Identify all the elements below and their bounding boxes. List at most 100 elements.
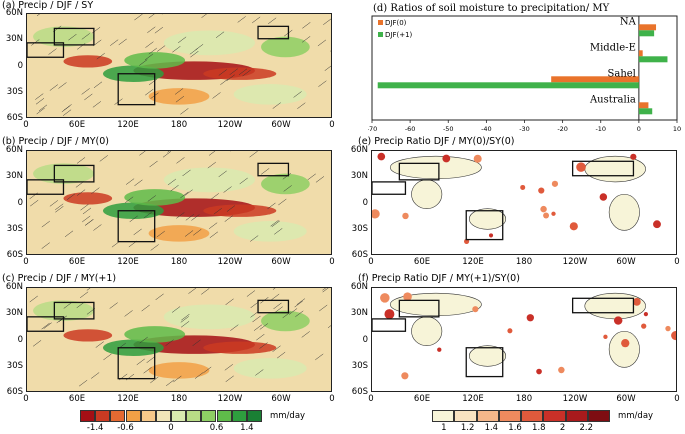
colorbar-swatch [587,410,610,422]
colorbar-tick: 1 [441,423,447,433]
map-x-tick: 0 [23,120,29,130]
map-y-tick: 30N [5,34,23,45]
map-field [27,288,331,391]
colorbar-tick: 2 [559,423,566,433]
x-tick-label: -50 [443,125,454,133]
colorbar-tick: 1.6 [508,423,522,433]
chart-plot-area [371,15,678,121]
map-y-tick: 60N [350,282,368,292]
map-y-tick: 30N [350,171,368,182]
panel-c-title: (c) Precip / DJF / MY(+1) [2,273,117,284]
colorbar-tick: 1.4 [240,423,254,433]
map-x-tick: 0 [329,257,335,267]
map-x-tick: 60E [413,257,431,267]
map-x-tick: 0 [329,394,335,404]
bar-djf0-middle-e [638,50,643,57]
bar-djf0-sahel [551,76,639,83]
panel-b-map [26,150,332,255]
colorbar-swatch [543,410,566,422]
x-tick-label: 10 [673,125,681,133]
colorbar-swatch [476,410,499,422]
colorbar-swatch [171,410,187,422]
map-y-tick: 30N [350,308,368,319]
category-label: NA [620,16,637,27]
colorbar-swatch [521,410,544,422]
map-x-tick: 180 [515,257,533,267]
map-x-tick: 0 [674,257,680,267]
map-y-tick: 30S [6,223,23,234]
map-x-tick: 60W [616,257,636,267]
map-x-tick: 60E [413,394,431,404]
panel-f-title: (f) Precip Ratio DJF / MY(+1)/SY(0) [358,273,520,284]
map-x-tick: 60W [271,120,291,130]
map-y-tick: 60S [351,387,368,397]
colorbar-swatch [80,410,96,422]
map-y-tick: 30S [351,360,368,371]
map-y-tick: 0 [17,60,23,71]
map-x-tick: 60E [68,120,86,130]
map-x-tick: 60E [68,257,86,267]
x-tick-label: -60 [405,125,416,133]
colorbar-swatch [246,410,262,422]
x-tick-label: -30 [519,125,530,133]
map-y-tick: 0 [17,334,23,345]
map-x-tick: 0 [23,257,29,267]
bar-djf0-australia [638,102,649,109]
map-y-tick: 0 [362,334,368,345]
map-x-tick: 180 [515,394,533,404]
colorbar-tick: -0.6 [117,423,134,433]
map-y-tick: 30S [351,223,368,234]
legend-label: DJF(+1) [385,31,413,39]
bar-djf1-sahel [377,82,639,89]
map-y-tick: 60S [6,113,23,123]
category-label: Sahel [608,68,636,79]
panel-a-map [26,13,332,118]
map-x-tick: 0 [368,257,374,267]
colorbar-swatch [201,410,217,422]
map-x-tick: 0 [674,394,680,404]
colorbar-tick: 1.2 [460,423,475,433]
legend-swatch [378,32,383,37]
bar-djf1-middle-e [638,56,668,63]
colorbar-swatch [186,410,202,422]
colorbar-swatch [498,410,521,422]
x-tick-label: -70 [368,125,377,133]
map-y-tick: 30N [5,171,23,182]
colorbar-tick: -1.4 [86,423,104,433]
map-field [27,151,331,254]
map-y-tick: 60S [6,387,23,397]
x-tick-label: 0 [637,125,641,133]
map-x-tick: 180 [170,394,188,404]
bar-djf1-australia [638,108,653,115]
map-x-tick: 0 [329,120,335,130]
category-label: Middle-E [590,42,636,53]
panel-f-map [371,287,677,392]
map-x-tick: 120E [117,394,139,404]
panel-b-title: (b) Precip / DJF / MY(0) [2,136,109,147]
bar-djf1-na [638,30,655,37]
legend-label: DJF(0) [385,19,407,27]
colorbar-tick: 1.4 [484,423,499,433]
x-tick-label: -40 [481,125,492,133]
panel-e-map [371,150,677,255]
bar-djf0-na [638,24,657,31]
map-field [27,14,331,117]
map-y-tick: 60N [350,145,368,155]
map-y-tick: 60N [5,145,23,155]
map-x-tick: 120W [562,257,588,267]
map-x-tick: 120E [462,394,484,404]
map-x-tick: 60W [271,394,291,404]
map-x-tick: 120E [117,257,139,267]
map-x-tick: 180 [170,257,188,267]
map-y-tick: 60N [5,8,23,18]
map-y-tick: 30S [6,360,23,371]
map-x-tick: 120E [117,120,139,130]
map-y-tick: 60S [6,250,23,260]
map-x-tick: 120W [217,120,243,130]
map-x-tick: 0 [23,394,29,404]
colorbar-swatch [432,410,455,422]
chart-title: (d) Ratios of soil moisture to precipita… [373,3,610,14]
map-y-tick: 30S [6,86,23,97]
map-x-tick: 60E [68,394,86,404]
map-y-tick: 60S [351,250,368,260]
